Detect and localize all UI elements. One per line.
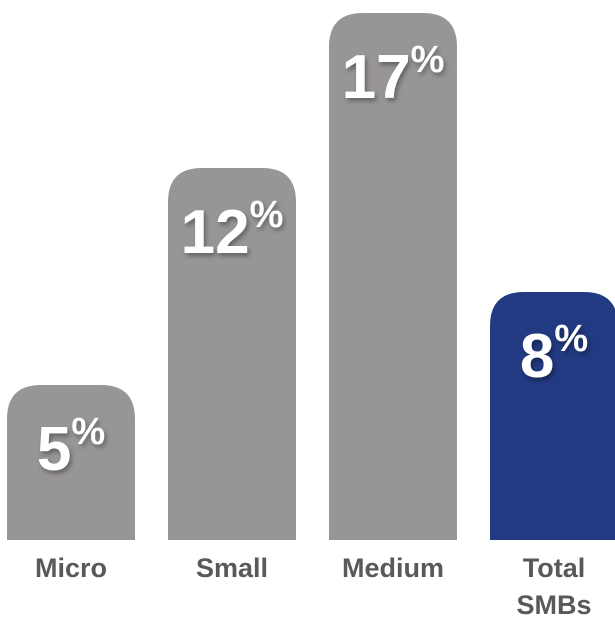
data-label-small: 12% bbox=[181, 194, 284, 267]
bars-group: 5% 12% 17% 8% bbox=[7, 13, 615, 540]
category-label-micro: Micro bbox=[35, 553, 107, 583]
data-label-micro: 5% bbox=[37, 411, 105, 484]
data-label-total-smbs: 8% bbox=[520, 318, 588, 391]
category-label-total-smbs: Total SMBs bbox=[516, 553, 591, 620]
bar-medium bbox=[329, 13, 457, 540]
category-labels-group: Micro Small Medium Total SMBs bbox=[35, 553, 592, 620]
category-label-small: Small bbox=[196, 553, 268, 583]
bar-small bbox=[168, 168, 296, 540]
bar-micro bbox=[7, 385, 135, 540]
data-label-medium: 17% bbox=[342, 39, 445, 112]
category-label-medium: Medium bbox=[342, 553, 444, 583]
bar-total-smbs bbox=[490, 292, 615, 540]
